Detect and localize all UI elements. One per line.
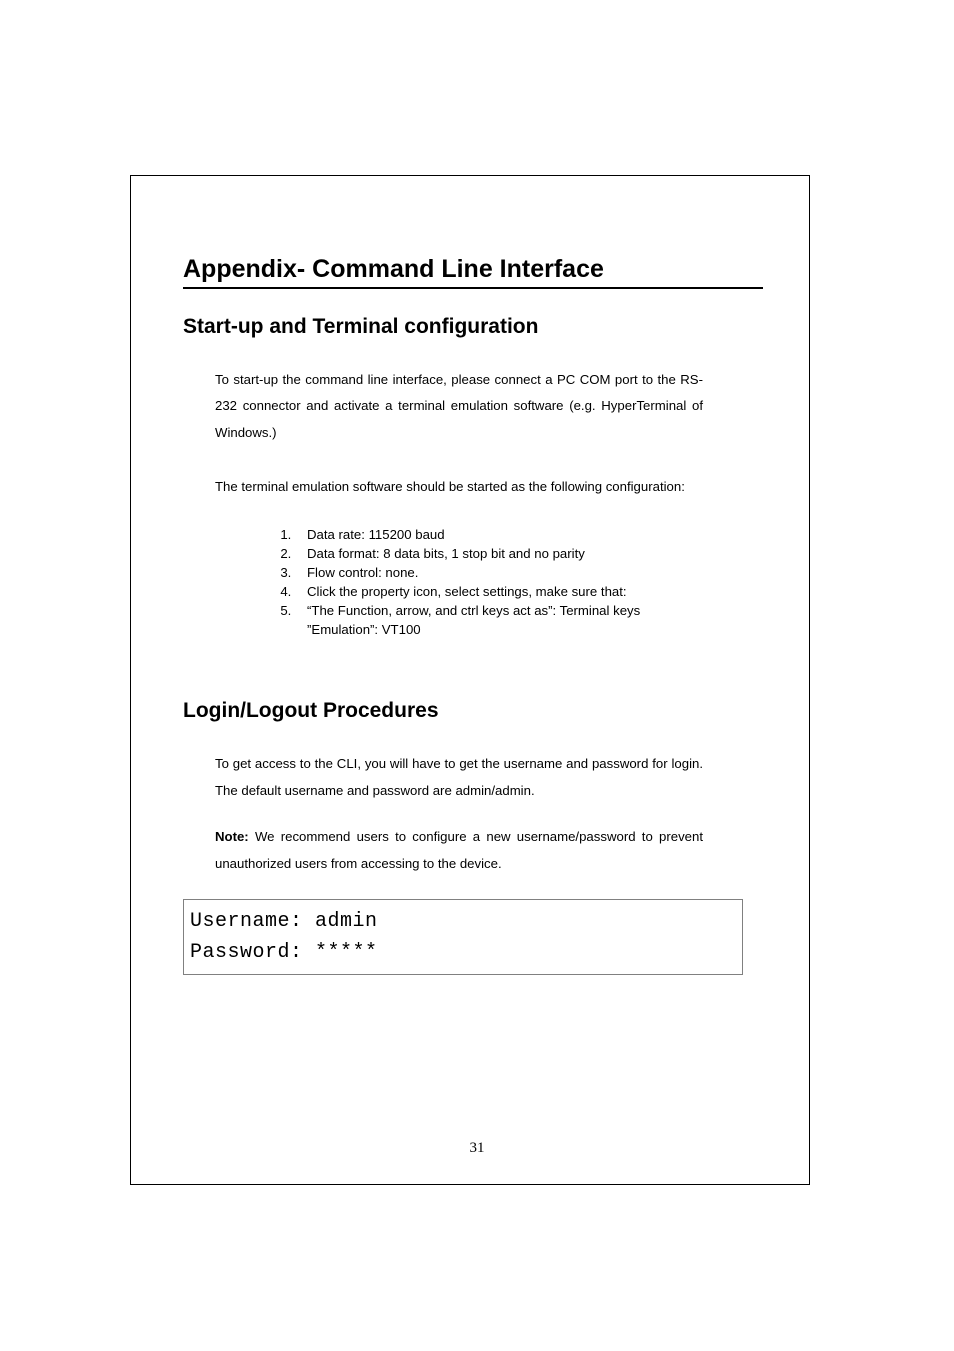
page-content: Appendix- Command Line Interface Start-u…: [183, 255, 763, 975]
list-item: Flow control: none.: [295, 563, 703, 582]
terminal-line-username: Username: admin: [190, 906, 736, 937]
startup-paragraph-2: The terminal emulation software should b…: [215, 474, 703, 500]
terminal-output-box: Username: admin Password: *****: [183, 899, 743, 975]
list-item: Click the property icon, select settings…: [295, 582, 703, 601]
login-paragraph-1: To get access to the CLI, you will have …: [215, 751, 703, 804]
list-item: Data rate: 115200 baud: [295, 525, 703, 544]
login-note: Note: We recommend users to configure a …: [215, 824, 703, 877]
note-label: Note:: [215, 829, 249, 844]
list-item-text: “The Function, arrow, and ctrl keys act …: [307, 603, 640, 618]
page-number: 31: [0, 1140, 954, 1157]
list-item: “The Function, arrow, and ctrl keys act …: [295, 601, 703, 639]
section-login-heading: Login/Logout Procedures: [183, 699, 763, 723]
list-item: Data format: 8 data bits, 1 stop bit and…: [295, 544, 703, 563]
appendix-title: Appendix- Command Line Interface: [183, 255, 763, 289]
terminal-line-password: Password: *****: [190, 937, 736, 968]
section-login-body: To get access to the CLI, you will have …: [215, 751, 703, 877]
startup-paragraph-1: To start-up the command line interface, …: [215, 367, 703, 446]
section-startup-heading: Start-up and Terminal configuration: [183, 315, 763, 339]
section-startup-body: To start-up the command line interface, …: [215, 367, 703, 639]
terminal-config-list: Data rate: 115200 baud Data format: 8 da…: [215, 525, 703, 640]
note-text: We recommend users to configure a new us…: [215, 829, 703, 870]
list-item-subtext: ”Emulation”: VT100: [307, 620, 703, 639]
